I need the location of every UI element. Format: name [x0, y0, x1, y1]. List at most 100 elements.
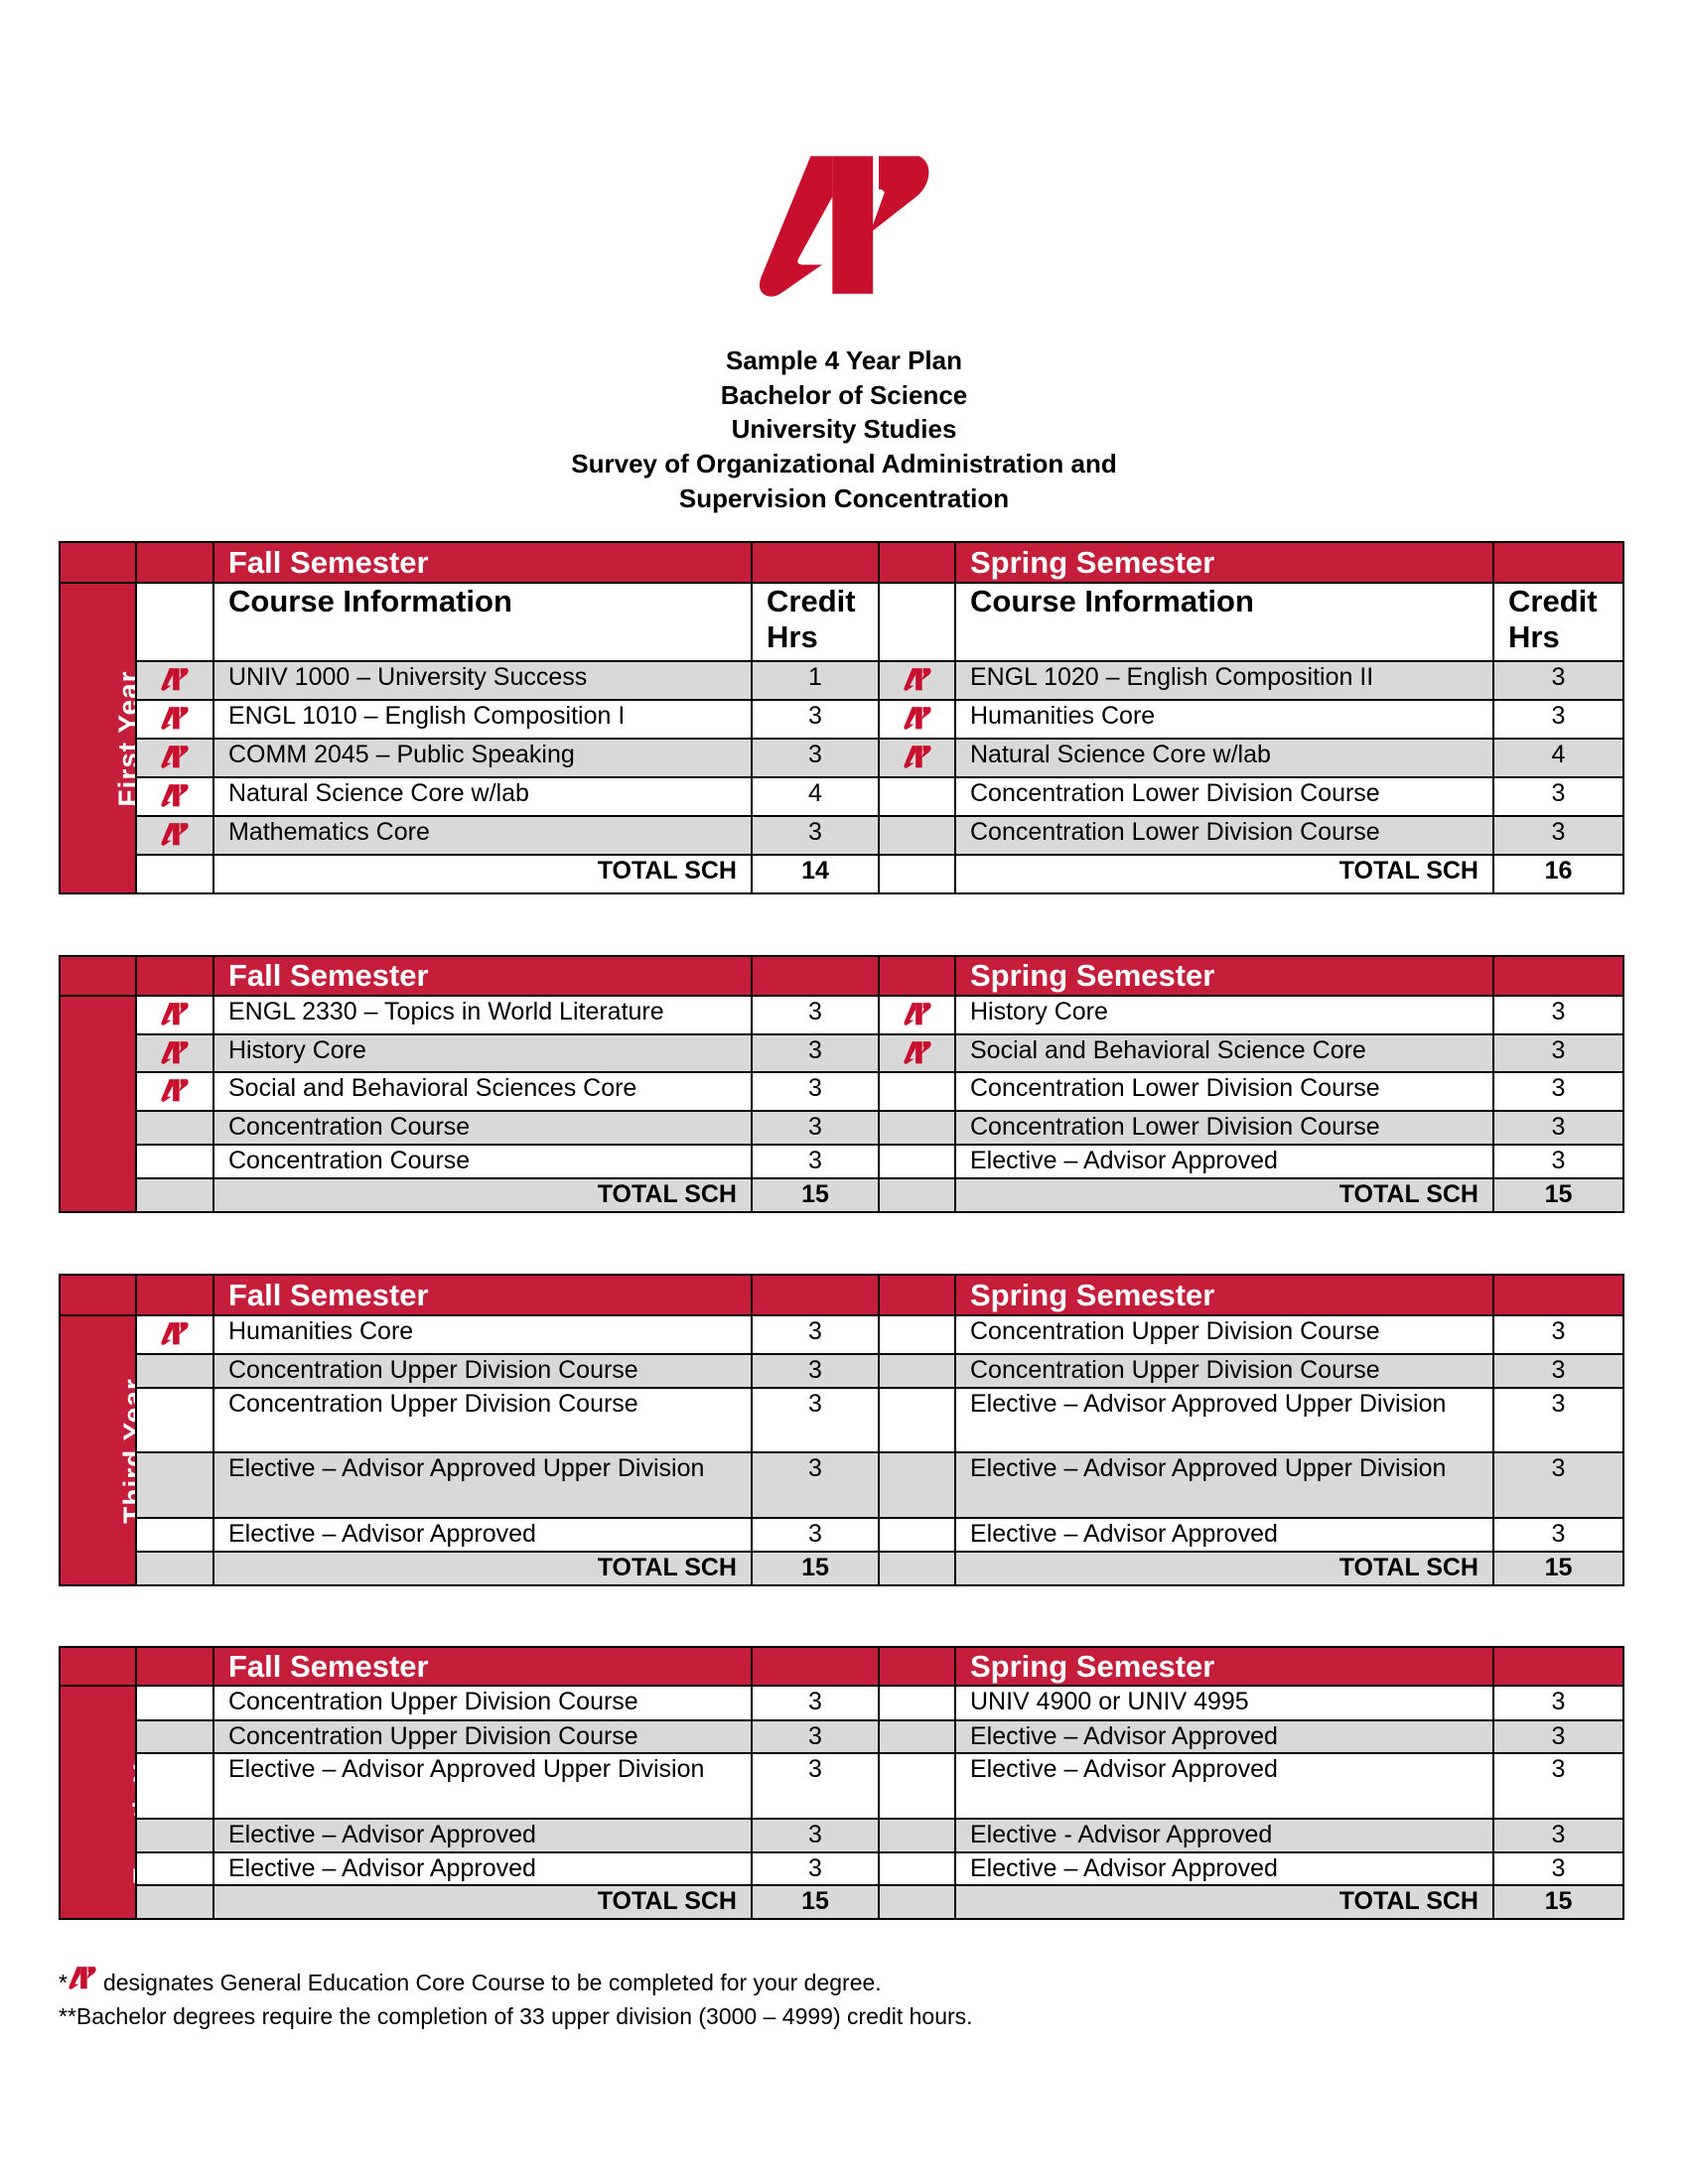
spring-total-value: 15	[1492, 1177, 1624, 1213]
ap-gen-ed-icon	[161, 707, 189, 731]
spring-credits: 3	[1492, 1752, 1624, 1820]
course-row: Elective – Advisor Approved 3 Elective - A…	[60, 1818, 1624, 1853]
fall-course-name: Concentration Course	[212, 1144, 753, 1179]
header-blank	[1492, 541, 1624, 584]
gen-ed-note: * designates General Education Core Cours…	[59, 1966, 973, 1999]
fall-semester-header: Fall Semester	[212, 541, 753, 584]
fall-credits: 3	[751, 1851, 880, 1886]
gen-ed-marker	[135, 1752, 214, 1820]
fall-total-value: 15	[751, 1884, 880, 1920]
spring-course-name: Concentration Lower Division Course	[954, 1110, 1494, 1146]
gen-ed-marker	[135, 1851, 214, 1886]
icon-blank	[135, 1884, 214, 1920]
gen-ed-marker	[878, 1752, 956, 1820]
icon-blank	[878, 854, 956, 894]
header-blank	[878, 955, 956, 997]
header-blank	[751, 1646, 880, 1687]
fall-credits: 1	[751, 660, 880, 701]
icon-blank	[878, 1884, 956, 1920]
fall-course-name: Mathematics Core	[212, 815, 753, 856]
gen-ed-marker	[135, 1517, 214, 1553]
fall-total-value: 15	[751, 1177, 880, 1213]
spring-credits: 3	[1492, 1314, 1624, 1355]
ap-gen-ed-icon	[161, 1079, 189, 1103]
header-blank	[878, 541, 956, 584]
spring-course-name: Concentration Lower Division Course	[954, 815, 1494, 856]
gen-ed-marker	[135, 776, 214, 817]
header-blank	[751, 1274, 880, 1316]
header-blank	[59, 1274, 137, 1316]
fall-total-label: TOTAL SCH	[212, 1884, 753, 1920]
fall-course-name: Concentration Course	[212, 1110, 753, 1146]
ap-gen-ed-icon	[903, 668, 931, 692]
gen-ed-marker	[878, 995, 956, 1035]
spring-course-name: Elective – Advisor Approved	[954, 1752, 1494, 1820]
spring-course-name: Elective – Advisor Approved Upper Divisi…	[954, 1387, 1494, 1453]
spring-credits: 3	[1492, 776, 1624, 817]
fall-course-name: Elective – Advisor Approved Upper Divisi…	[212, 1451, 753, 1519]
spring-credits: 3	[1492, 1818, 1624, 1853]
spring-course-name: Elective – Advisor Approved	[954, 1517, 1494, 1553]
spring-course-name: Social and Behavioral Science Core	[954, 1033, 1494, 1073]
fall-course-name: Concentration Upper Division Course	[212, 1685, 753, 1721]
course-row: Elective – Advisor Approved Upper Divisi…	[60, 1451, 1624, 1519]
year-label-text: Third Year	[117, 1377, 136, 1524]
fall-credits: 3	[751, 1033, 880, 1073]
fall-course-name: Concentration Upper Division Course	[212, 1387, 753, 1453]
gen-ed-marker	[135, 1818, 214, 1853]
spring-total-value: 15	[1492, 1551, 1624, 1586]
gen-ed-marker	[878, 1353, 956, 1389]
course-info-header: Course Information	[954, 582, 1494, 662]
gen-ed-marker	[878, 1685, 956, 1721]
spring-semester-header: Spring Semester	[954, 1274, 1494, 1316]
spring-credits: 3	[1492, 1144, 1624, 1179]
spring-credits: 3	[1492, 660, 1624, 701]
asterisk: *	[59, 1970, 68, 1995]
gen-ed-marker	[878, 699, 956, 740]
header-blank	[59, 541, 137, 584]
spring-credits: 3	[1492, 1353, 1624, 1389]
credit-hrs-header: Credit Hrs	[751, 582, 880, 662]
course-row: History Core 3 Social and Behavioral Scien…	[60, 1033, 1624, 1073]
gen-ed-marker	[135, 699, 214, 740]
header-blank	[135, 1646, 214, 1687]
year-plan-table: Fall Semester Spring Semester First Year Co…	[59, 541, 1624, 894]
fall-course-name: COMM 2045 – Public Speaking	[212, 738, 753, 778]
fall-course-name: ENGL 1010 – English Composition I	[212, 699, 753, 740]
spring-total-value: 16	[1492, 854, 1624, 894]
credit-hrs-header: Credit Hrs	[1492, 582, 1624, 662]
fall-credits: 3	[751, 1451, 880, 1519]
fall-course-name: Elective – Advisor Approved	[212, 1517, 753, 1553]
header-blank	[59, 955, 137, 997]
fall-credits: 3	[751, 1314, 880, 1355]
course-row: Fourth Year Concentration Upper Division …	[59, 1685, 1624, 1920]
header-blank	[135, 1274, 214, 1316]
spring-course-name: ENGL 1020 – English Composition II	[954, 660, 1494, 701]
spring-course-name: Elective – Advisor Approved	[954, 1719, 1494, 1754]
spring-course-name: Concentration Upper Division Course	[954, 1353, 1494, 1389]
year-label: Fourth Year	[59, 1685, 137, 1920]
header-blank	[1492, 1646, 1624, 1687]
spring-credits: 3	[1492, 1071, 1624, 1112]
fall-credits: 3	[751, 1719, 880, 1754]
icon-blank	[878, 1551, 956, 1586]
spring-credits: 3	[1492, 1719, 1624, 1754]
year-plan-table: Fall Semester Spring Semester Third Year Hu…	[59, 1274, 1624, 1586]
ap-gen-ed-icon	[903, 707, 931, 731]
gen-ed-marker	[135, 1071, 214, 1112]
ap-gen-ed-icon	[161, 784, 189, 808]
fall-credits: 3	[751, 1685, 880, 1721]
course-row: Second Year ENGL 2330 – Topics in World L…	[59, 995, 1624, 1213]
fall-total-label: TOTAL SCH	[212, 854, 753, 894]
spring-credits: 3	[1492, 1517, 1624, 1553]
title-line: Survey of Organizational Administration …	[571, 449, 1117, 479]
course-info-header: Course Information	[212, 582, 753, 662]
spring-total-label: TOTAL SCH	[954, 1884, 1494, 1920]
fall-credits: 3	[751, 738, 880, 778]
header-blank	[878, 1274, 956, 1316]
gen-ed-marker	[878, 815, 956, 856]
header-blank	[751, 955, 880, 997]
spring-credits: 3	[1492, 995, 1624, 1035]
fall-course-name: Social and Behavioral Sciences Core	[212, 1071, 753, 1112]
fall-semester-header: Fall Semester	[212, 1646, 753, 1687]
